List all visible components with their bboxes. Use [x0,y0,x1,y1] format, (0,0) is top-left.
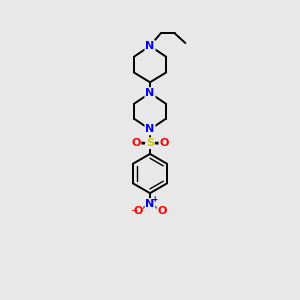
Text: N: N [146,199,154,209]
Text: N: N [146,124,154,134]
Text: −: − [130,206,137,214]
Text: O: O [159,138,169,148]
Text: S: S [146,138,154,148]
Text: O: O [131,138,141,148]
Text: +: + [151,195,157,204]
Text: N: N [146,88,154,98]
Text: O: O [158,206,167,216]
Text: O: O [133,206,142,216]
Text: N: N [146,41,154,51]
